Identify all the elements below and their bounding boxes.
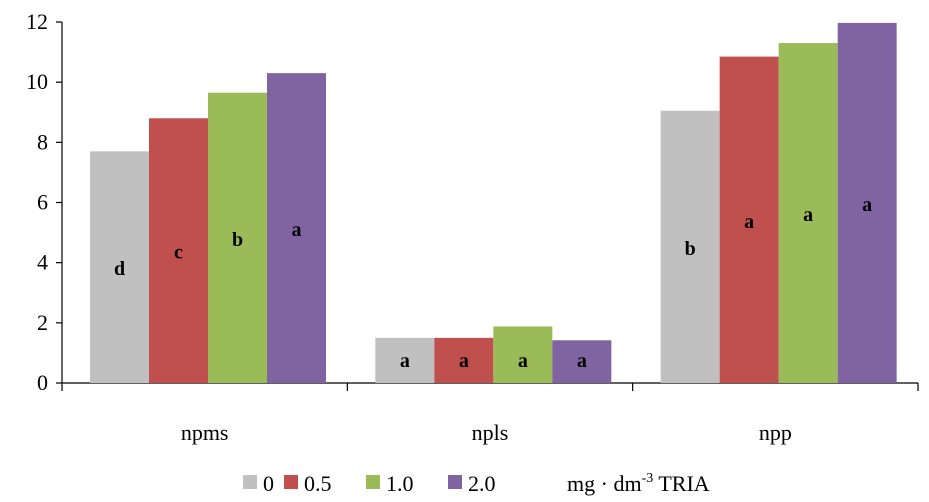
bar-letter-label: a [292,219,302,241]
bar-letter-label: a [862,194,872,216]
bar-letter-label: a [400,350,410,372]
x-tick-label: npp [759,420,792,445]
bar-npp-0.5 [719,56,779,384]
legend-swatch-0 [243,475,257,489]
legend-label-0.5: 0.5 [304,471,332,496]
bar-npms-2.0 [267,73,326,384]
bar-letter-label: a [459,350,469,372]
y-tick-label: 8 [37,129,48,154]
legend-swatch-0.5 [284,475,298,489]
x-tick-label: npls [472,420,509,445]
y-tick-label: 10 [26,69,48,94]
bar-letter-label: a [518,350,528,372]
bar-letter-label: b [232,229,243,251]
bar-npp-0 [660,110,720,383]
bar-npls-2.0 [552,340,612,383]
bar-npp-1.0 [778,43,838,383]
bar-npms-0 [90,151,149,383]
legend-label-1.0: 1.0 [386,471,414,496]
legend: mg · dm-3 TRIA 0 0.5 1.0 2.0 [243,471,710,496]
legend-unit-label: mg · dm-3 TRIA [567,471,710,496]
y-tick-label: 6 [37,190,48,215]
bar-npls-0.5 [434,337,494,383]
bar-letter-label: d [114,258,125,280]
bar-letter-label: a [744,211,754,233]
legend-swatch-2.0 [448,475,462,489]
bar-letter-label: a [803,204,813,226]
legend-label-2.0: 2.0 [468,471,496,496]
bars [90,22,897,384]
bar-npms-1.0 [208,92,267,383]
bar-npp-2.0 [837,22,897,384]
axes: 0 2 4 6 8 10 12 npms npls npp [26,9,919,445]
y-tick-label: 2 [37,310,48,335]
bar-letter-label: c [174,242,183,264]
bar-letter-label: b [685,238,696,260]
bar-letter-label: a [577,350,587,372]
y-tick-label: 4 [37,250,48,275]
legend-label-0: 0 [263,471,274,496]
bar-npls-0 [375,337,435,383]
y-tick-label: 12 [26,9,48,34]
bar-npls-1.0 [493,326,553,383]
y-tick-label: 0 [37,370,48,395]
bar-npms-0.5 [149,118,208,384]
x-tick-label: npms [181,420,229,445]
legend-swatch-1.0 [366,475,380,489]
bar-letter-labels: d c b a a a a a b a a a [114,194,872,372]
